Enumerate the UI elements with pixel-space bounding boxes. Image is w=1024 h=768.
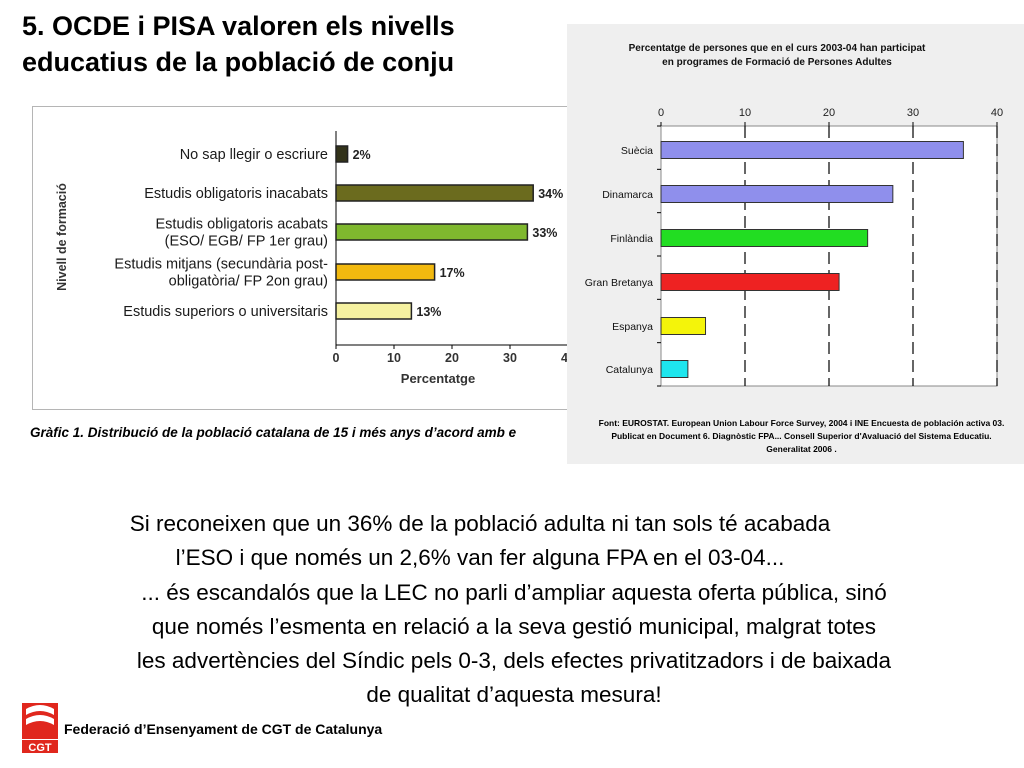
chart1-bar [335, 184, 534, 202]
statement-1-line-2: l’ESO i que només un 2,6% van fer alguna… [175, 545, 785, 570]
footer-organization: Federació d’Ensenyament de CGT de Catalu… [64, 721, 383, 737]
chart1-data-label: 33% [532, 226, 557, 240]
chart2-x-tick-label: 40 [991, 107, 1003, 119]
chart2-category-label: Gran Bretanya [585, 277, 653, 289]
chart2-bar [660, 229, 869, 247]
chart2-title: en programes de Formació de Persones Adu… [662, 57, 892, 68]
chart1-category-label: obligatòria/ FP 2on grau) [169, 274, 328, 290]
chart1-x-tick-label: 10 [387, 351, 401, 365]
adult-education-chart-panel: Percentatge de persones que en el curs 2… [567, 24, 1024, 464]
chart2-x-tick-label: 0 [658, 107, 664, 119]
chart1-data-label: 17% [440, 266, 465, 280]
statement-2-line-4: de qualitat d’aquesta mesura! [366, 682, 662, 707]
title-line-1: 5. OCDE i PISA valoren els nivells [22, 11, 455, 41]
title-line-2: educatius de la població de conju [22, 47, 455, 77]
chart1-x-tick-label: 30 [503, 351, 517, 365]
chart1-bar [335, 263, 436, 281]
chart1-bar [335, 145, 349, 163]
chart1-bar [335, 302, 413, 320]
chart1-x-axis-label: Percentatge [401, 371, 475, 386]
chart2-category-label: Espanya [612, 321, 653, 333]
statement-paragraph-1: Si reconeixen que un 36% de la població … [0, 507, 980, 575]
chart2-category-label: Finlàndia [610, 233, 653, 245]
source-line-3: Generalitat 2006 . [766, 444, 837, 454]
education-level-chart: 010203040PercentatgeNivell de formacióNo… [55, 131, 584, 386]
statement-2-line-1: ... és escandalós que la LEC no parli d’… [141, 580, 887, 605]
statement-2-line-3: les advertències del Síndic pels 0-3, de… [136, 648, 892, 673]
chart1-x-tick-label: 20 [445, 351, 459, 365]
statement-paragraph-2: ... és escandalós que la LEC no parli d’… [14, 576, 1014, 712]
chart2-category-label: Suècia [621, 145, 653, 157]
chart1-category-label: No sap llegir o escriure [180, 147, 328, 163]
statement-1-line-1: Si reconeixen que un 36% de la població … [129, 511, 831, 536]
chart2-bar [660, 141, 964, 159]
chart1-x-tick-label: 0 [333, 351, 340, 365]
source-line-1: Font: EUROSTAT. European Union Labour Fo… [598, 418, 1005, 428]
slide-title: 5. OCDE i PISA valoren els nivells educa… [22, 8, 582, 80]
adult-education-chart-source: Font: EUROSTAT. European Union Labour Fo… [579, 417, 1024, 456]
chart1-data-label: 13% [416, 305, 441, 319]
chart2-x-tick-label: 10 [739, 107, 751, 119]
chart2-bar [660, 360, 689, 378]
chart1-category-label: Estudis superiors o universitaris [123, 304, 328, 320]
chart2-bar [660, 185, 894, 203]
chart2-title: Percentatge de persones que en el curs 2… [629, 43, 926, 54]
chart2-x-tick-label: 30 [907, 107, 919, 119]
chart1-data-label: 2% [353, 148, 371, 162]
chart1-data-label: 34% [538, 187, 563, 201]
chart1-category-label: Estudis obligatoris acabats [156, 217, 329, 233]
chart1-y-axis-label: Nivell de formació [55, 183, 69, 291]
cgt-logo-text: CGT [28, 742, 52, 754]
chart2-x-tick-label: 20 [823, 107, 835, 119]
chart2-bar [660, 273, 840, 291]
statement-2-line-2: que només l’esmenta en relació a la seva… [151, 614, 877, 639]
source-line-2: Publicat en Document 6. Diagnòstic FPA..… [611, 431, 992, 441]
education-level-chart-frame: 010203040PercentatgeNivell de formacióNo… [32, 106, 584, 410]
chart1-category-label: Estudis mitjans (secundària post- [114, 257, 328, 273]
adult-education-chart: Percentatge de persones que en el curs 2… [585, 43, 1003, 387]
cgt-logo: CGT [20, 699, 60, 754]
chart1-category-label: Estudis obligatoris inacabats [144, 186, 328, 202]
chart2-category-label: Catalunya [606, 364, 653, 376]
chart2-bar [660, 317, 707, 335]
chart1-bar [335, 223, 529, 241]
education-level-chart-panel: 010203040PercentatgeNivell de formacióNo… [28, 102, 584, 447]
chart2-category-label: Dinamarca [602, 189, 653, 201]
education-level-chart-caption: Gràfic 1. Distribució de la població cat… [30, 425, 517, 440]
chart1-category-label: (ESO/ EGB/ FP 1er grau) [165, 234, 328, 250]
